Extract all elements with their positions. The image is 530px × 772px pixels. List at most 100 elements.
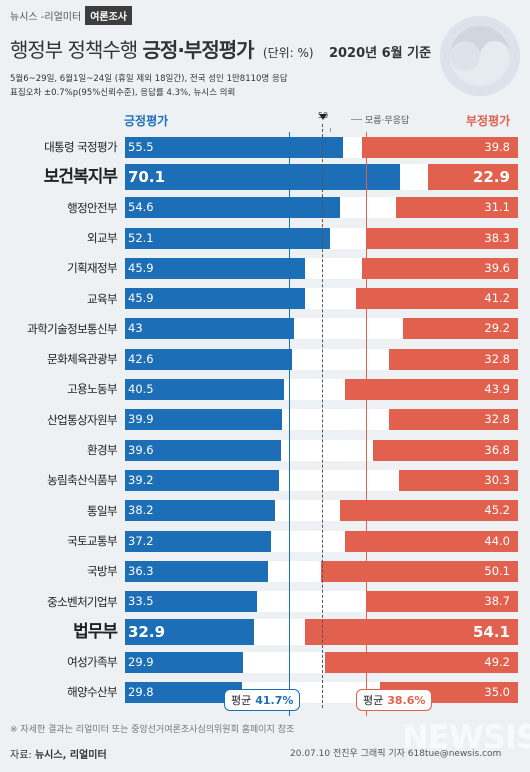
- negative-bar: [395, 197, 518, 219]
- average-negative-label: 평균: [363, 694, 384, 707]
- negative-bar: [398, 469, 518, 491]
- category-label: 과학기술정보통신부: [27, 321, 117, 336]
- negative-value-label: 39.8: [484, 139, 510, 154]
- positive-bar: [125, 379, 285, 401]
- positive-value-label: 32.9: [128, 622, 166, 641]
- positive-value-label: 52.1: [128, 230, 154, 245]
- brand-name: 뉴시스 -리얼미터: [10, 12, 82, 23]
- category-label: 대통령 국정평가: [44, 140, 118, 154]
- meta-line-1: 5월6~29일, 6월1일~24일 (휴일 제외 18일간), 전국 성인 1만…: [10, 74, 288, 84]
- fifty-reference-line: [321, 124, 323, 708]
- category-label: 해양수산부: [67, 685, 118, 700]
- category-label: 통일부: [87, 503, 118, 518]
- negative-value-label: 29.2: [484, 321, 510, 336]
- negative-value-label: 39.6: [484, 260, 510, 275]
- positive-value-label: 54.6: [128, 200, 154, 215]
- watermark: NEWSIS: [402, 718, 530, 756]
- category-label: 기획재정부: [67, 261, 118, 276]
- category-label: 교육부: [87, 291, 118, 306]
- negative-bar: [305, 618, 518, 645]
- positive-value-label: 29.9: [128, 654, 154, 669]
- category-label: 농림축산식품부: [47, 473, 117, 488]
- positive-bar: [125, 136, 344, 158]
- category-label: 문화체육관광부: [47, 352, 117, 367]
- fifty-marker-icon: [319, 114, 327, 120]
- positive-value-label: 39.9: [128, 412, 154, 427]
- negative-bar: [362, 257, 518, 279]
- positive-value-label: 43: [128, 321, 143, 336]
- positive-value-label: 70.1: [128, 168, 166, 187]
- source-label: 자료:: [10, 750, 32, 761]
- negative-bar: [403, 318, 518, 340]
- average-negative-box: 평균 38.6%: [356, 689, 433, 711]
- negative-value-label: 32.8: [484, 412, 510, 427]
- category-label: 여성가족부: [67, 655, 118, 670]
- source-value: 뉴시스, 리얼미터: [34, 750, 107, 761]
- category-label: 국토교통부: [67, 533, 118, 548]
- negative-bar: [324, 651, 518, 673]
- negative-value-label: 31.1: [484, 200, 510, 215]
- positive-bar: [125, 257, 306, 279]
- negative-value-label: 54.1: [472, 622, 510, 641]
- date-label: 2020년 6월 기준: [328, 46, 432, 61]
- negative-value-label: 35.0: [484, 685, 510, 700]
- negative-value-label: 41.2: [484, 291, 510, 306]
- footnote: ※ 자세한 결과는 리얼미터 또는 중앙선거여론조사심의위원회 홈페이지 참조: [10, 725, 295, 735]
- positive-bar: [125, 318, 294, 340]
- positive-bar: [125, 591, 257, 613]
- positive-value-label: 38.2: [128, 503, 154, 518]
- negative-bar: [356, 288, 518, 310]
- unit-label: (단위: %): [262, 46, 314, 60]
- negative-bar: [321, 560, 518, 582]
- average-negative-value: 38.6%: [387, 694, 426, 707]
- positive-value-label: 39.6: [128, 442, 154, 457]
- meta-line-2: 표집오차 ±0.7%p(95%신뢰수준), 응답률 4.3%, 뉴시스 의뢰: [10, 88, 236, 98]
- average-positive-line: [288, 132, 290, 716]
- positive-value-label: 45.9: [128, 260, 154, 275]
- negative-value-label: 38.3: [484, 230, 510, 245]
- title-normal: 행정부 정책수행: [10, 38, 138, 62]
- positive-bar: [125, 197, 340, 219]
- negative-value-label: 30.3: [484, 472, 510, 487]
- dont-know-pointer: [329, 128, 331, 132]
- negative-bar: [365, 591, 518, 613]
- category-label: 환경부: [87, 443, 118, 457]
- category-label: 고용노동부: [67, 382, 118, 397]
- survey-meta: 5월6~29일, 6월1일~24일 (휴일 제외 18일간), 전국 성인 1만…: [10, 72, 288, 100]
- average-positive-box: 평균 41.7%: [224, 689, 301, 711]
- negative-value-label: 43.9: [484, 382, 510, 397]
- negative-value-label: 50.1: [484, 563, 510, 578]
- page-title: 행정부 정책수행 긍정·부정평가 (단위: %) 2020년 6월 기준: [10, 34, 431, 63]
- positive-value-label: 37.2: [128, 533, 154, 548]
- negative-value-label: 36.8: [484, 442, 510, 457]
- positive-bar: [125, 530, 272, 552]
- negative-bar: [389, 348, 518, 370]
- positive-bar: [125, 439, 281, 461]
- category-label: 국방부: [87, 564, 118, 579]
- negative-value-label: 32.8: [484, 351, 510, 366]
- negative-bar: [340, 500, 518, 522]
- positive-bar: [125, 651, 243, 673]
- positive-value-label: 39.2: [128, 472, 154, 487]
- negative-bar: [389, 409, 518, 431]
- source-line: 자료: 뉴시스, 리얼미터: [10, 746, 107, 761]
- negative-bar: [373, 439, 518, 461]
- positive-value-label: 45.9: [128, 291, 154, 306]
- positive-bar: [125, 288, 306, 310]
- negative-value-label: 38.7: [484, 594, 510, 609]
- brand-header: 뉴시스 -리얼미터 여론조사: [10, 6, 132, 25]
- category-label: 외교부: [87, 230, 118, 245]
- negative-bar: [367, 227, 518, 249]
- legend-dont-know: 모름·무응답: [350, 113, 409, 126]
- category-label: 보건복지부: [43, 167, 118, 188]
- positive-bar: [125, 409, 282, 431]
- average-negative-line: [366, 132, 368, 716]
- negative-bar: [361, 136, 518, 158]
- positive-bar: [125, 500, 276, 522]
- legend-negative: 부정평가: [466, 114, 511, 128]
- average-positive-label: 평균: [231, 694, 252, 707]
- government-emblem-icon: [440, 16, 520, 96]
- average-positive-value: 41.7%: [255, 694, 294, 707]
- negative-bar: [428, 164, 518, 191]
